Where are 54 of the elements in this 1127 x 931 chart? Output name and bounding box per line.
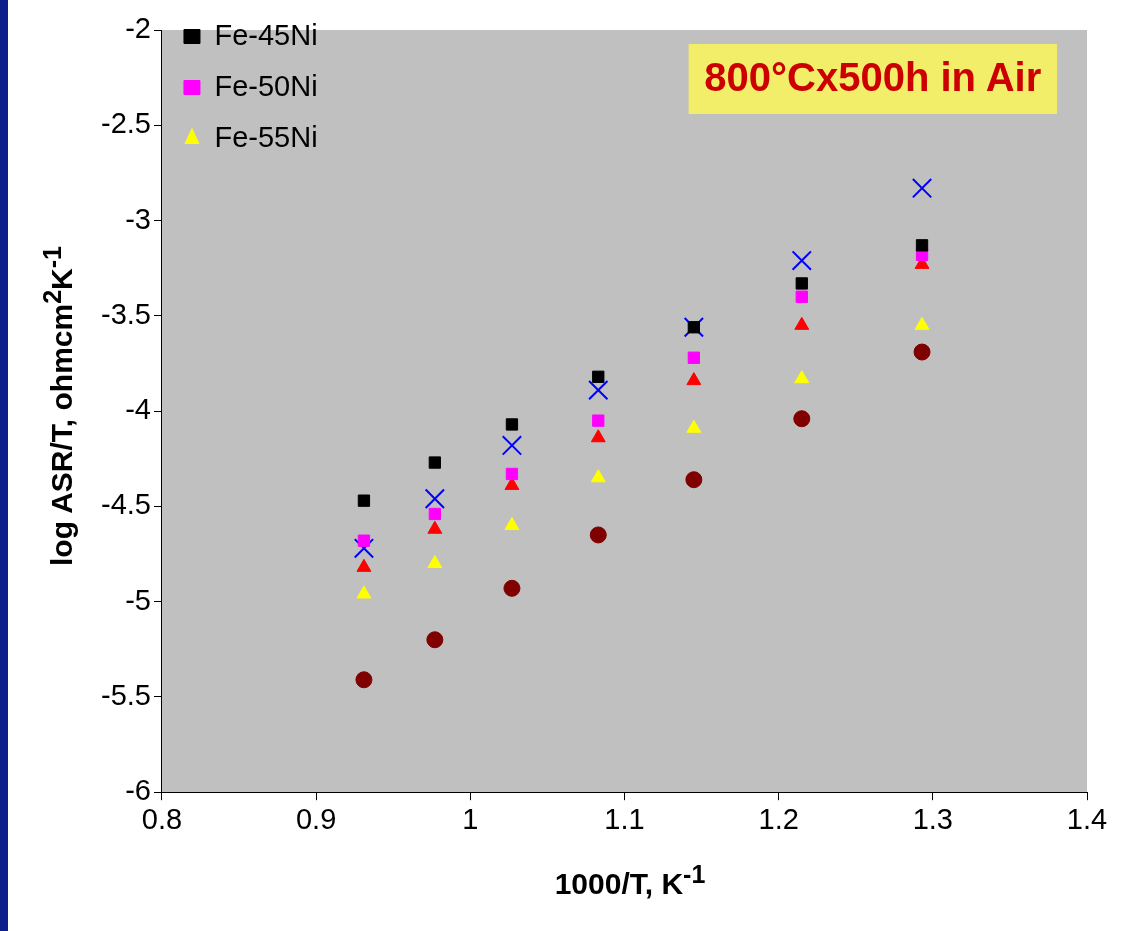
point bbox=[795, 290, 808, 303]
point bbox=[427, 520, 443, 534]
point bbox=[505, 467, 519, 481]
point bbox=[501, 435, 523, 456]
y-tick-label: -5.5 bbox=[100, 678, 151, 711]
legend-label: Fe-45Ni bbox=[214, 18, 318, 51]
point bbox=[589, 526, 607, 544]
x-tick-label: 1 bbox=[462, 802, 479, 835]
x-axis-title: 1000/T, K$^{-1}$ bbox=[554, 859, 706, 901]
point bbox=[353, 538, 375, 559]
point bbox=[357, 534, 371, 547]
y-tick-label: -5 bbox=[125, 583, 151, 616]
point bbox=[424, 488, 446, 509]
point bbox=[911, 177, 933, 199]
x-tick-label: 1.4 bbox=[1066, 802, 1108, 835]
x-tick-label: 0.9 bbox=[295, 802, 337, 835]
point bbox=[356, 558, 372, 572]
point bbox=[590, 429, 606, 443]
point bbox=[793, 410, 811, 428]
y-tick-label: -4.5 bbox=[100, 488, 151, 521]
point bbox=[428, 456, 442, 469]
point bbox=[686, 372, 702, 386]
legend-label: Fe-55Ni bbox=[214, 120, 318, 153]
y-tick-label: -2.5 bbox=[100, 107, 151, 140]
point bbox=[357, 494, 371, 507]
annotation: 800°Cx500h in Air bbox=[704, 55, 1042, 100]
point bbox=[504, 516, 520, 530]
point bbox=[791, 250, 812, 271]
y-tick-label: -3 bbox=[125, 202, 151, 235]
point bbox=[794, 370, 810, 384]
point bbox=[592, 370, 605, 383]
point bbox=[426, 631, 444, 649]
x-tick-label: 1.2 bbox=[758, 802, 799, 835]
point bbox=[356, 585, 372, 599]
x-tick-label: 1.1 bbox=[604, 802, 645, 835]
point bbox=[590, 469, 606, 483]
y-tick-label: -2 bbox=[125, 12, 151, 44]
point bbox=[427, 555, 443, 569]
point bbox=[913, 343, 931, 361]
point bbox=[355, 671, 373, 689]
point bbox=[687, 351, 701, 364]
y-tick-label: -3.5 bbox=[100, 297, 151, 330]
point bbox=[588, 379, 609, 401]
point bbox=[505, 418, 519, 431]
x-tick-label: 1.3 bbox=[912, 802, 953, 835]
point bbox=[592, 414, 605, 427]
legend-label: Fe-50Ni bbox=[214, 69, 318, 102]
point bbox=[915, 239, 929, 252]
point bbox=[503, 579, 521, 597]
y-tick-label: -4 bbox=[125, 393, 151, 426]
point bbox=[686, 419, 702, 433]
point bbox=[795, 277, 808, 290]
point bbox=[428, 507, 442, 521]
point bbox=[685, 471, 703, 489]
